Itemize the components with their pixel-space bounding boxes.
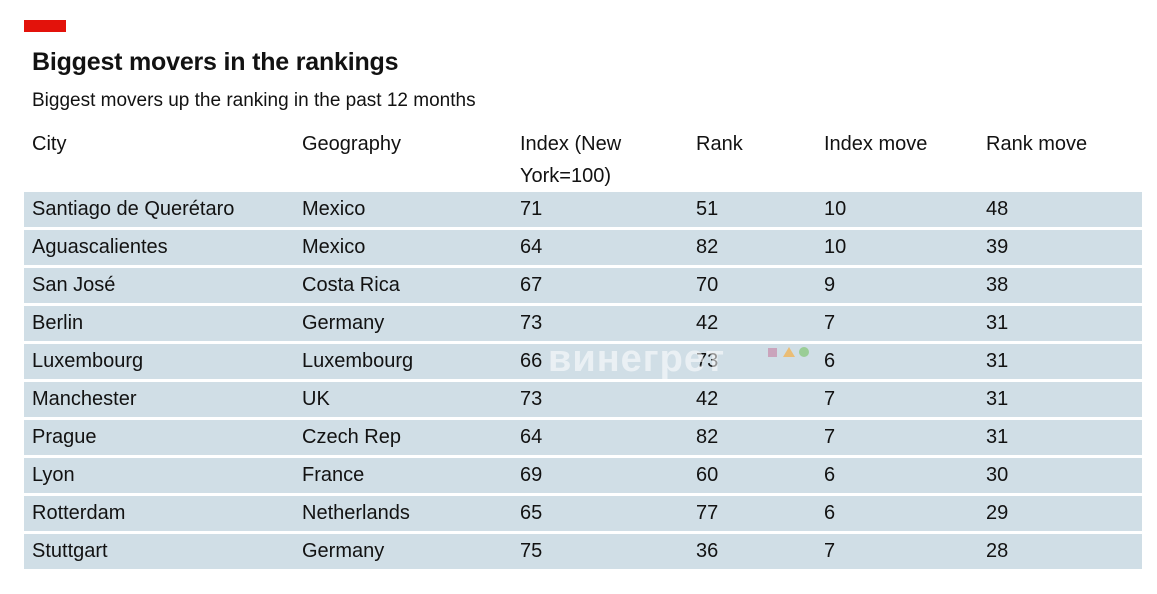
cell-geography: Mexico <box>302 236 366 258</box>
cell-geography: Germany <box>302 312 385 334</box>
cell-index: 64 <box>520 236 543 258</box>
table-row: Prague Czech Rep 64 82 7 31 <box>24 420 1142 455</box>
table-header: City Geography Index (New York=100) Rank… <box>24 126 1142 192</box>
cell-city: Rotterdam <box>32 502 126 524</box>
cell-index-move: 10 <box>824 236 847 258</box>
cell-index: 67 <box>520 274 543 296</box>
cell-city: San José <box>32 274 116 296</box>
cell-city: Prague <box>32 426 97 448</box>
cell-index-move: 7 <box>824 426 836 448</box>
cell-city: Lyon <box>32 464 75 486</box>
cell-rank-move: 28 <box>986 540 1009 562</box>
cell-rank: 82 <box>696 426 719 448</box>
cell-index: 73 <box>520 312 543 334</box>
cell-geography: Luxembourg <box>302 350 414 372</box>
cell-rank: 42 <box>696 388 719 410</box>
cell-rank-move: 39 <box>986 236 1009 258</box>
cell-index-move: 9 <box>824 274 836 296</box>
cell-geography: Germany <box>302 540 385 562</box>
cell-geography: Netherlands <box>302 502 410 524</box>
table-body: Santiago de Querétaro Mexico 71 51 10 48 Aguas… <box>24 192 1142 569</box>
cell-rank-move: 31 <box>986 312 1009 334</box>
cell-rank: 51 <box>696 198 719 220</box>
cell-city: Manchester <box>32 388 137 410</box>
cell-rank-move: 38 <box>986 274 1009 296</box>
cell-rank: 73 <box>696 350 719 372</box>
cell-index-move: 6 <box>824 464 836 486</box>
cell-geography: France <box>302 464 365 486</box>
chart-subtitle: Biggest movers up the ranking in the pas… <box>32 90 476 111</box>
column-header-geography: Geography <box>302 133 401 155</box>
cell-index: 65 <box>520 502 543 524</box>
cell-index-move: 7 <box>824 312 836 334</box>
table-row: San José Costa Rica 67 70 9 38 <box>24 268 1142 303</box>
cell-rank: 70 <box>696 274 719 296</box>
column-header-index: Index (New York=100) <box>520 133 622 187</box>
table-row: Luxembourg Luxembourg 66 73 6 31 <box>24 344 1142 379</box>
table-row: Manchester UK 73 42 7 31 <box>24 382 1142 417</box>
table-row: Berlin Germany 73 42 7 31 <box>24 306 1142 341</box>
cell-index: 69 <box>520 464 543 486</box>
cell-city: Berlin <box>32 312 84 334</box>
cell-rank: 82 <box>696 236 719 258</box>
cell-city: Santiago de Querétaro <box>32 198 235 220</box>
table-row: Rotterdam Netherlands 65 77 6 29 <box>24 496 1142 531</box>
cell-geography: UK <box>302 388 330 410</box>
cell-rank: 42 <box>696 312 719 334</box>
cell-index-move: 7 <box>824 540 836 562</box>
cell-index: 71 <box>520 198 543 220</box>
cell-geography: Mexico <box>302 198 366 220</box>
table-row: Lyon France 69 60 6 30 <box>24 458 1142 493</box>
cell-geography: Czech Rep <box>302 426 401 448</box>
cell-index-move: 6 <box>824 350 836 372</box>
column-header-city: City <box>32 133 67 155</box>
cell-rank: 77 <box>696 502 719 524</box>
cell-index-move: 7 <box>824 388 836 410</box>
cell-rank-move: 30 <box>986 464 1009 486</box>
table-row: Stuttgart Germany 75 36 7 28 <box>24 534 1142 569</box>
cell-index: 66 <box>520 350 543 372</box>
column-header-rank: Rank <box>696 133 743 155</box>
chart-title: Biggest movers in the rankings <box>32 48 399 76</box>
cell-index: 73 <box>520 388 543 410</box>
cell-rank-move: 29 <box>986 502 1009 524</box>
cell-index-move: 10 <box>824 198 847 220</box>
cell-rank-move: 48 <box>986 198 1009 220</box>
column-header-index-move: Index move <box>824 133 928 155</box>
cell-geography: Costa Rica <box>302 274 400 296</box>
cell-rank-move: 31 <box>986 388 1009 410</box>
column-header-rank-move: Rank move <box>986 133 1088 155</box>
cell-city: Luxembourg <box>32 350 144 372</box>
cell-rank: 36 <box>696 540 719 562</box>
cell-index: 64 <box>520 426 543 448</box>
cell-rank: 60 <box>696 464 719 486</box>
cell-city: Aguascalientes <box>32 236 168 258</box>
cell-rank-move: 31 <box>986 426 1009 448</box>
table-row: Aguascalientes Mexico 64 82 10 39 <box>24 230 1142 265</box>
cell-index-move: 6 <box>824 502 836 524</box>
cell-index: 75 <box>520 540 543 562</box>
table-row: Santiago de Querétaro Mexico 71 51 10 48 <box>24 192 1142 227</box>
accent-bar <box>24 20 66 32</box>
cell-rank-move: 31 <box>986 350 1009 372</box>
cell-city: Stuttgart <box>32 540 108 562</box>
data-table: City Geography Index (New York=100) Rank… <box>24 126 1142 572</box>
